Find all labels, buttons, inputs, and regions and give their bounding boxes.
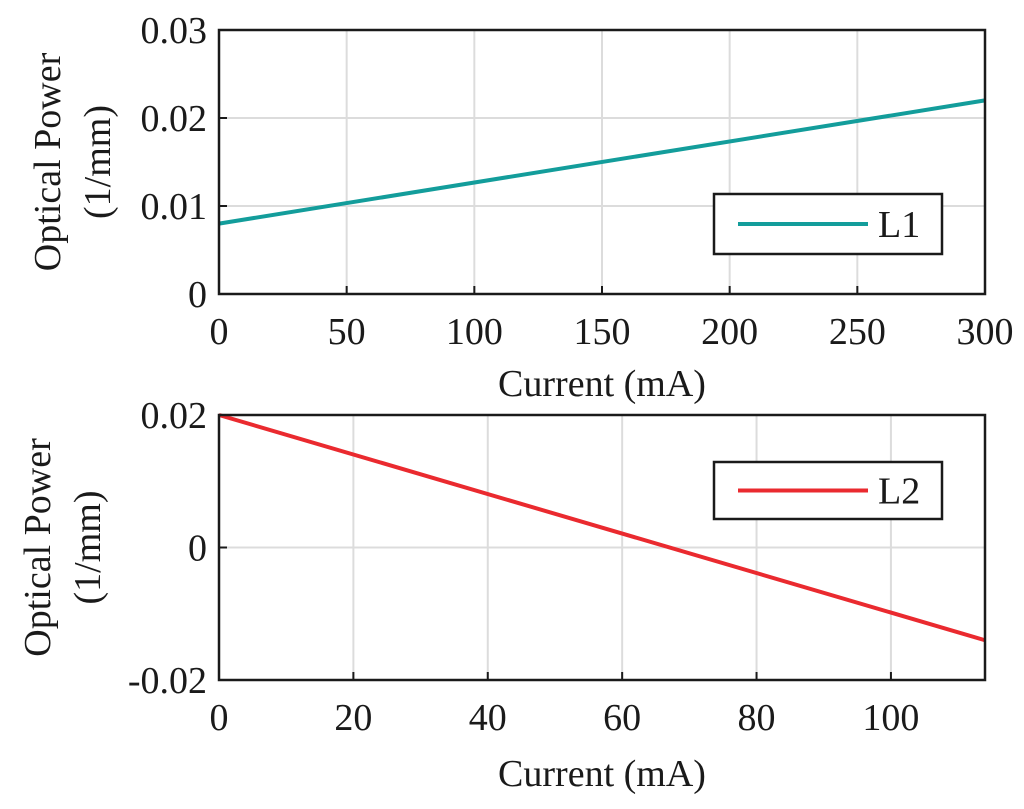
bottom-chart-series: [218, 413, 986, 643]
bottom-chart-x-tick-label: 0: [210, 697, 229, 739]
top-chart-y-tick-label: 0.02: [141, 98, 208, 140]
bottom-chart-x-tick-label: 60: [603, 697, 641, 739]
top-chart-x-tick-label: 100: [446, 311, 503, 353]
bottom-chart-legend-label: L2: [878, 471, 920, 513]
top-chart-y-axis-label-line1: Optical Power: [27, 52, 69, 271]
top-chart-y-tick-label: 0.03: [141, 10, 208, 52]
top-chart-series: [218, 98, 986, 226]
bottom-chart-x-tick-label: 80: [738, 697, 776, 739]
top-chart-x-tick-label: 0: [210, 311, 229, 353]
bottom-chart-y-tick-label: 0.02: [141, 395, 208, 437]
top-chart-x-axis-label: Current (mA): [498, 363, 706, 405]
bottom-chart-series-line-L2: [218, 413, 986, 643]
top-chart-y-tick-label: 0: [188, 274, 207, 316]
top-chart-legend-label: L1: [878, 204, 920, 246]
top-chart-x-tick-label: 250: [829, 311, 886, 353]
bottom-chart-y-axis-label-line2: (1/mm): [67, 491, 109, 605]
top-chart-series-line-L1: [218, 98, 986, 226]
top-chart-legend: L1: [712, 192, 944, 256]
bottom-chart-y-tick-label: 0: [188, 528, 207, 570]
top-chart-y-tick-label: 0.01: [141, 186, 208, 228]
bottom-chart-x-axis-label: Current (mA): [498, 753, 706, 795]
bottom-chart-y-tick-label: -0.02: [128, 660, 207, 702]
bottom-chart-legend: L2: [712, 460, 944, 521]
bottom-chart-x-tick-label: 40: [469, 697, 507, 739]
top-chart-x-tick-label: 300: [957, 311, 1014, 353]
top-chart-x-tick-label: 150: [574, 311, 631, 353]
bottom-chart-x-ticks: 0 20 40 60 80 100: [210, 672, 919, 739]
bottom-chart-gridlines: [219, 415, 985, 680]
bottom-chart-y-ticks: -0.02 0 0.02: [128, 395, 227, 702]
top-chart-x-ticks: 0 50 100 150 200 250 300: [210, 286, 1014, 353]
top-chart: 0 50 100 150 200 250 300 0 0.01 0.02 0.03 Current…: [27, 10, 1014, 405]
top-chart-y-ticks: 0 0.01 0.02 0.03: [141, 10, 227, 316]
bottom-chart-x-tick-label: 100: [862, 697, 919, 739]
top-chart-x-tick-label: 50: [328, 311, 366, 353]
bottom-chart-y-axis-label-line1: Optical Power: [17, 438, 59, 657]
top-chart-x-tick-label: 200: [701, 311, 758, 353]
bottom-chart-x-tick-label: 20: [334, 697, 372, 739]
top-chart-y-axis-label-line2: (1/mm): [77, 105, 119, 219]
